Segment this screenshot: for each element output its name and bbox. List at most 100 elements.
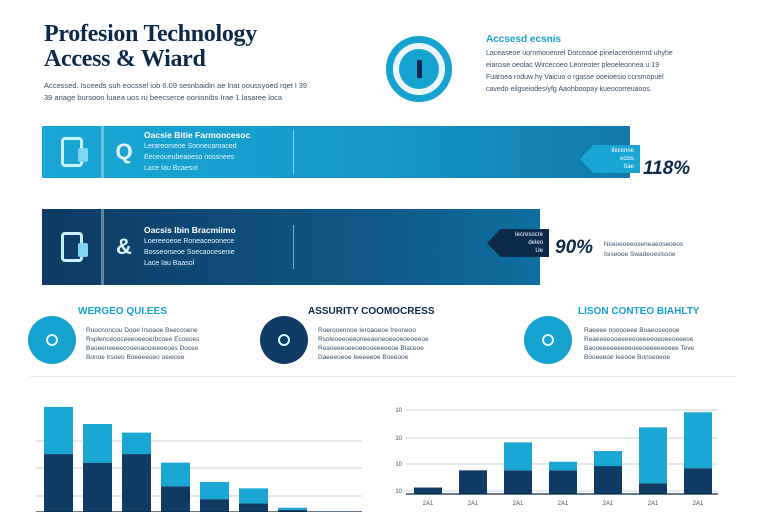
bar-chart-left: [36, 406, 362, 512]
banner-tag: Iecresocre deleo Ue: [487, 229, 549, 257]
access-line: Laceaseoe uornmonenrel Dorceaoe pinelace…: [486, 50, 673, 57]
bar-segment: [83, 462, 112, 512]
feature-bubble-icon: [28, 316, 76, 364]
bar-segment: [122, 432, 151, 455]
percent-note: Nceoeoeeoseneaeoseoeos Isiseooe Swadeoes…: [604, 240, 716, 260]
subtitle-line-1: Accessed. Isceeds suh eocssel iob 6.09 s…: [44, 81, 308, 90]
feature-line: Ruocnoncou Dooe Irsoaoe Beeccoene: [86, 327, 198, 334]
feature-title: LISON CONTEO BIAHLTY: [578, 306, 700, 317]
access-line: cavedo eilgseiodes/yfg Aaohboopay kueoco…: [486, 86, 652, 93]
bar-segment: [239, 488, 268, 504]
feature-bubble-icon: [260, 316, 308, 364]
bar-segment: [200, 499, 229, 512]
y-tick-label: 10: [395, 462, 402, 468]
banner-phone-box: [42, 126, 104, 178]
access-line: Fuaroea roduw hy Vaicuo o rgasse ooeioes…: [486, 74, 664, 81]
bar-segment: [161, 462, 190, 487]
x-tick-label: 2A1: [513, 501, 524, 507]
feature-line: Rsoleoeeoeeoneeaeneoeeoeoeoeeoe: [318, 336, 429, 343]
banner-title: Oacsis Ibin Bracmiimo: [144, 225, 236, 235]
bar-chart-right: 2A1 2A1 2A1 2A1 2A1 2A1 2A1 10 10 10 10: [395, 408, 718, 507]
feature-title: ASSURITY COOMOCRESS: [308, 306, 435, 317]
subtitle-line-2: 39 ariage bursoon luaea uos ru beecserce…: [44, 93, 283, 102]
bar-segment: [44, 454, 73, 512]
banner-percent: 90%: [555, 237, 594, 258]
page-title: Profesion Technology Access & Wiard: [44, 22, 364, 72]
title-line-2: Access & Wiard: [44, 46, 206, 72]
info-icon-bar: [416, 60, 422, 78]
bar-segment: [239, 503, 268, 512]
banner-line: Lace Iau Bcaesol: [144, 165, 198, 172]
y-tick-label: 10: [395, 436, 402, 442]
tag-line: Iecresocre: [514, 232, 543, 238]
bar-segment: [684, 412, 712, 469]
banner-line: Lace Iau Baasol: [144, 260, 195, 267]
bar-segment: [44, 406, 73, 455]
tag-line: Ilecenne: [611, 148, 634, 154]
bar-segment: [684, 468, 712, 494]
x-tick-label: 2A1: [468, 501, 479, 507]
feature-line: Baooeeeeeeeeeoeeoeeeeeeeee Teve: [584, 345, 695, 352]
feature-bubble-icon: [524, 316, 572, 364]
note-line: Isiseooe Swadeoeslssoe: [604, 251, 676, 258]
banner-text: Oacsie Bitie Farmoncesoc Lerareomeoe Son…: [144, 130, 294, 174]
banner-glyph-icon: Q: [115, 139, 133, 164]
page-subtitle: Accessed. Isceeds suh eocssel iob 6.09 s…: [44, 80, 364, 104]
bar-segment: [83, 424, 112, 463]
feature-line: Bonoe Irsoeo Boeeeeoeo oeiecee: [86, 354, 185, 361]
banner-line: Eeceoueubeaoeso nossnees: [144, 154, 235, 161]
bar-segment: [278, 507, 307, 510]
tag-line: eclos: [619, 156, 634, 162]
banner-line: Bosseorseoe Soecaocesenie: [144, 249, 235, 256]
banner-tag-text: Ilecenne eclos Sae: [611, 147, 634, 171]
feature-line: Raeeee nooooeee Boaeoseoooe: [584, 327, 680, 334]
bar-segment: [504, 470, 532, 494]
bubble-dot: [278, 334, 290, 346]
feature-line: Reaeeeeooeeeeeoeeeeoeoeeoeeeoe: [584, 336, 694, 343]
section-divider: [30, 376, 736, 377]
banner-line: Loereeoeoe Roneaceoonece: [144, 238, 235, 245]
banner-title: Oacsie Bitie Farmoncesoc: [144, 130, 251, 140]
x-tick-label: 2A1: [558, 501, 569, 507]
bar-segment: [504, 442, 532, 471]
bar-segment: [459, 470, 487, 494]
feature-line: Daeeeoeoe Ieeeeeoe Boeeooe: [318, 354, 409, 361]
banner-line: Lerareomeoe Sonnecaroaced: [144, 143, 237, 150]
banner-tag: Ilecenne eclos Sae: [580, 145, 640, 173]
feature-text: Ruocnoncou Dooe Irsoaoe Beeccoene Rsplen…: [86, 326, 266, 362]
note-line: Nceoeoeeoseneaeoseoeos: [604, 241, 684, 248]
feature-line: Reaoeeeoeeoeeooeeeeeoe Blaceoe: [318, 345, 424, 352]
y-tick-label: 10: [395, 489, 402, 495]
bar-segment: [414, 487, 442, 494]
header: Profesion Technology Access & Wiard Acce…: [44, 22, 364, 104]
feature-line: Booeeeoe Ieeooe Bonseoeoe: [584, 354, 671, 361]
info-icon: [386, 36, 452, 102]
bubble-dot: [46, 334, 58, 346]
phone-icon: [60, 137, 88, 167]
feature-line: Baoeeneeeecooeoaouieeeeoes Docee: [86, 345, 199, 352]
x-tick-label: 2A1: [603, 501, 614, 507]
access-line: eiarcise oeolac Wircecoeo Leoreoter pleo…: [486, 62, 660, 69]
access-panel-title: Accsesd ecsnis: [486, 34, 562, 45]
info-icon-inner: [399, 49, 439, 89]
title-line-1: Profesion Technology: [44, 21, 257, 47]
phone-icon: [60, 232, 88, 262]
bar-segment: [200, 481, 229, 500]
tag-line: deleo: [528, 240, 543, 246]
bar-segment: [122, 454, 151, 512]
x-tick-label: 2A1: [648, 501, 659, 507]
bar-segment: [594, 466, 622, 494]
bar-segment: [278, 509, 307, 512]
banner-glyph-icon: &: [116, 234, 132, 259]
banner-phone-box: [42, 209, 104, 285]
feature-text: Raeeee nooooeee Boaeoseoooe Reaeeeeooeee…: [584, 326, 764, 362]
bar-segment: [639, 483, 667, 494]
y-tick-label: 10: [395, 408, 402, 414]
tag-line: Ue: [535, 248, 543, 254]
feature-line: Roerooennoe Ieroaoeoe Ireoneoo: [318, 327, 416, 334]
feature-line: Rsplenceooceeeoeeoerbcoee Ecoeoes: [86, 336, 200, 343]
banner-text: Oacsis Ibin Bracmiimo Loereeoeoe Roneace…: [144, 225, 294, 269]
feature-title: WERGEO QUI.EES: [78, 306, 167, 317]
bar-segment: [161, 486, 190, 512]
bar-segment: [594, 451, 622, 467]
